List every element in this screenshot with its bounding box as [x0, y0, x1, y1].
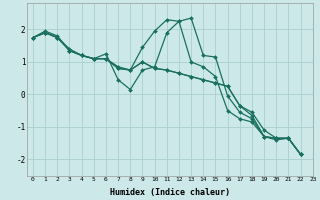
X-axis label: Humidex (Indice chaleur): Humidex (Indice chaleur) — [110, 188, 230, 197]
